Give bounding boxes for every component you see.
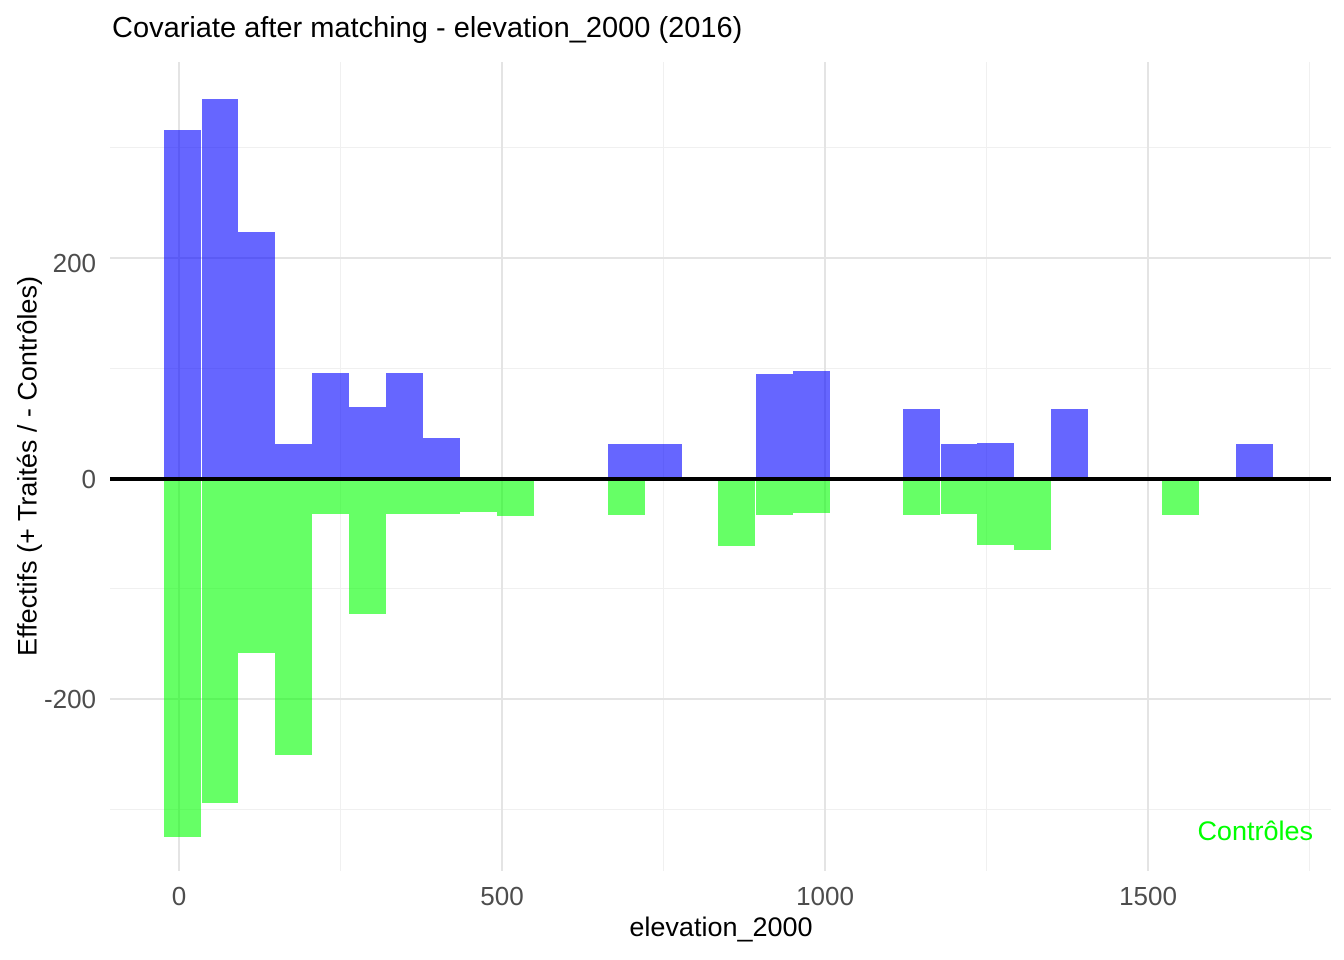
plot-title: Covariate after matching - elevation_200… [112,12,743,44]
bar-traites [275,444,313,479]
y-tick-label: 200 [52,248,96,278]
bar-controles [164,478,201,838]
major-gridline-x [501,62,504,871]
minor-gridline-y [110,147,1331,149]
bar-traites [903,409,941,479]
minor-gridline-y [110,588,1331,590]
major-gridline-y [110,257,1331,259]
minor-gridline-x [1309,62,1311,871]
y-axis-title: Effectifs (+ Traités / - Contrôles) [12,276,43,656]
bar-traites [1235,444,1273,479]
bar-controles [792,478,830,513]
major-gridline-y [110,698,1331,701]
x-tick-label: 500 [480,881,524,911]
bar-traites [755,373,793,479]
x-axis-title: elevation_2000 [629,912,813,942]
bar-traites [792,370,830,479]
bar-controles [755,478,793,515]
bar-traites [423,437,461,479]
x-tick-label: 1500 [1119,881,1177,911]
bar-controles [201,478,239,803]
bar-controles [1014,478,1052,551]
plot-panel [110,62,1331,871]
bar-controles [348,478,386,615]
minor-gridline-y [110,808,1331,811]
y-tick-label: -200 [43,684,96,714]
bar-traites [940,444,978,479]
major-gridline-x [1147,62,1150,871]
controls-annotation: Contrôles [1197,816,1313,846]
bar-traites [311,372,349,479]
bar-traites [238,231,276,479]
bar-controles [311,478,349,514]
bar-controles [423,478,461,514]
bar-controles [386,478,424,514]
zero-axis-line [110,476,1331,481]
bar-controles [607,478,645,515]
y-tick-label: 0 [81,464,96,494]
bar-traites [644,444,682,479]
bar-traites [164,130,201,479]
bar-traites [386,372,424,479]
bar-controles [977,478,1015,545]
minor-gridline-y [110,367,1331,369]
bar-traites [201,99,239,479]
bar-controles [940,478,978,514]
bar-controles [238,478,276,653]
bar-traites [977,443,1015,479]
bar-traites [1051,409,1088,479]
bar-controles [718,478,756,546]
bar-controles [275,478,313,756]
bar-traites [607,444,645,479]
bar-controles [1162,478,1200,515]
bar-controles [903,478,941,515]
x-tick-label: 0 [171,881,187,911]
bar-controles [459,478,497,512]
bar-traites [348,406,386,479]
bar-controles [496,478,534,517]
x-tick-label: 1000 [796,881,854,911]
